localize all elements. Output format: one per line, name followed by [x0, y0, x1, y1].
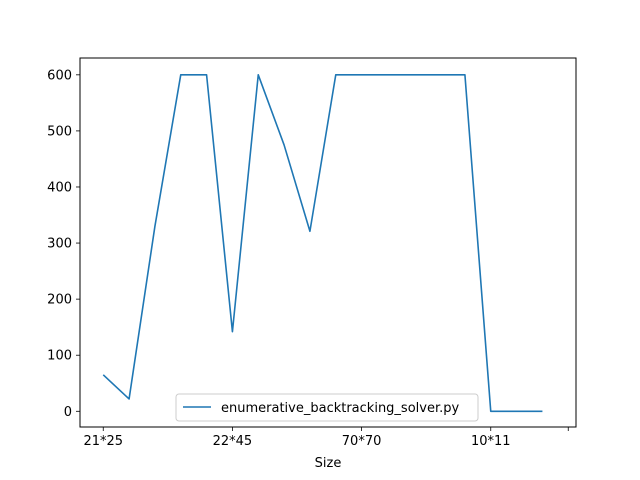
x-tick-label: 70*70	[342, 434, 382, 449]
x-axis-ticks: 21*25 22*45 70*70 10*11	[83, 427, 569, 449]
y-tick-label: 300	[47, 237, 72, 252]
x-tick-label: 22*45	[213, 434, 253, 449]
legend-label: enumerative_backtracking_solver.py	[221, 401, 459, 416]
plot-frame	[79, 57, 577, 428]
y-tick-label: 100	[47, 349, 72, 364]
y-tick-label: 400	[47, 180, 72, 195]
y-tick-label: 500	[47, 124, 72, 139]
legend-box	[175, 393, 479, 422]
y-tick-label: 600	[47, 68, 72, 83]
x-tick-label: 10*11	[471, 434, 511, 449]
y-tick-label: 200	[47, 293, 72, 308]
x-axis-label: Size	[315, 456, 342, 471]
plot-area: 0 100 200 300 400 500 600 21*25 22*45 70*70 10*11	[47, 57, 577, 449]
y-tick-label: 0	[64, 405, 72, 420]
legend: enumerative_backtracking_solver.py	[175, 393, 479, 422]
series-line	[102, 74, 543, 413]
y-axis-ticks: 0 100 200 300 400 500 600	[47, 68, 80, 420]
x-tick-label: 21*25	[83, 434, 123, 449]
